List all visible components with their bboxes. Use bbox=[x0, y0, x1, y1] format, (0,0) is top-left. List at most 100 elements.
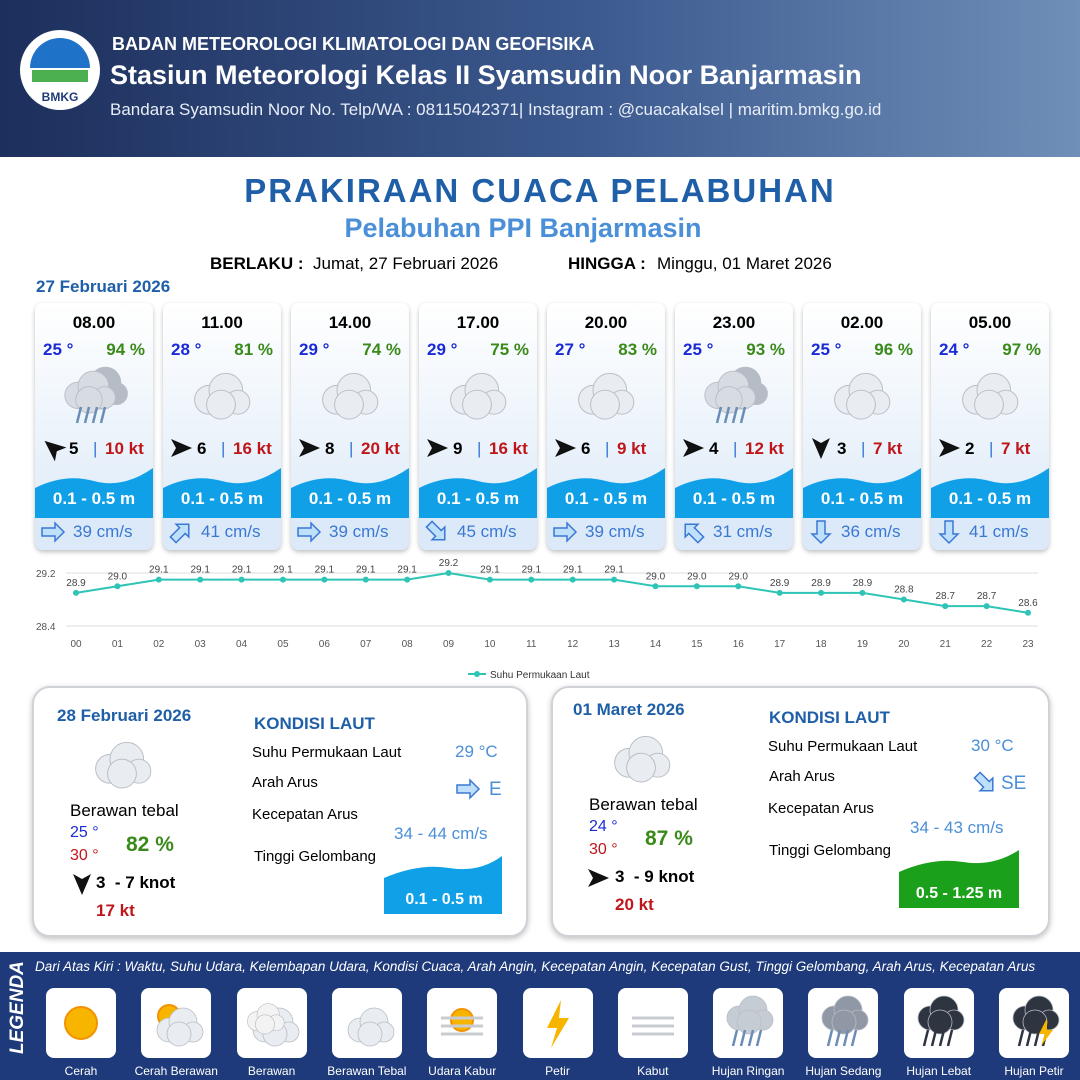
x-tick-label: 10 bbox=[484, 639, 496, 650]
value-label: 28.7 bbox=[977, 591, 997, 602]
value-label: 29.0 bbox=[646, 571, 666, 582]
cloud-puff bbox=[974, 389, 1004, 420]
cloud bbox=[347, 1007, 395, 1047]
slot-wind: 2 bbox=[965, 439, 975, 458]
day-date: 28 Februari 2026 bbox=[57, 706, 192, 725]
value-label: 29.0 bbox=[108, 571, 128, 582]
subtitle: Pelabuhan PPI Banjarmasin bbox=[344, 213, 702, 243]
cloud bbox=[962, 372, 1019, 420]
rain-drop bbox=[99, 406, 107, 424]
legend-item: Berawan Tebal bbox=[327, 1064, 407, 1078]
separator: | bbox=[477, 439, 482, 458]
sst: 30 °C bbox=[971, 736, 1014, 755]
slot-temp: 27 ° bbox=[555, 340, 586, 359]
value-label: 28.9 bbox=[811, 578, 831, 589]
slot-graphics bbox=[419, 372, 537, 550]
legend-item: Udara Kabur bbox=[428, 1064, 497, 1078]
slot-wave: 0.1 - 0.5 m bbox=[436, 489, 520, 508]
logo-text: BMKG bbox=[42, 90, 79, 104]
sst-point bbox=[652, 583, 659, 590]
day1-date: 27 Februari 2026 bbox=[36, 277, 171, 296]
legend-icon-box bbox=[522, 988, 593, 1058]
slot-gust: 20 kt bbox=[361, 439, 400, 458]
x-tick-label: 07 bbox=[360, 639, 372, 650]
value-label: 28.7 bbox=[935, 591, 955, 602]
slot-gust: 9 kt bbox=[617, 439, 647, 458]
slot-wind: 3 bbox=[837, 439, 847, 458]
slot-gust: 12 kt bbox=[745, 439, 784, 458]
arrow bbox=[73, 874, 91, 895]
legend-item: Hujan Lebat bbox=[906, 1064, 972, 1078]
wave bbox=[547, 468, 665, 518]
x-tick-label: 16 bbox=[733, 639, 745, 650]
rain-drop bbox=[851, 1029, 858, 1047]
legend-title: LEGENDA bbox=[7, 961, 28, 1054]
agency: BADAN METEOROLOGI KLIMATOLOGI DAN GEOFIS… bbox=[112, 34, 595, 54]
station: Stasiun Meteorologi Kelas II Syamsudin N… bbox=[110, 60, 862, 90]
sst-label: Suhu Permukaan Laut bbox=[768, 738, 918, 755]
legend-icon bbox=[246, 1003, 299, 1047]
value-label: 29.1 bbox=[604, 565, 624, 576]
cloud-puff bbox=[927, 1009, 953, 1035]
slot-gust: 10 kt bbox=[105, 439, 144, 458]
bolt bbox=[1039, 1018, 1053, 1046]
bolt bbox=[546, 1000, 569, 1048]
cloud bbox=[1012, 995, 1060, 1035]
slot-temp: 29 ° bbox=[427, 340, 458, 359]
wave: 0.5 - 1.25 m bbox=[915, 885, 1003, 902]
rain-drop bbox=[739, 1029, 747, 1047]
slot-graphics bbox=[291, 372, 409, 550]
speed: 34 - 43 cm/s bbox=[910, 818, 1004, 837]
dir-label: Arah Arus bbox=[252, 774, 318, 791]
cloud-puff bbox=[357, 1021, 383, 1047]
current-arrow bbox=[810, 520, 832, 545]
cloud-puff bbox=[75, 386, 103, 414]
dir: E bbox=[489, 779, 502, 800]
slot-time: 02.00 bbox=[840, 313, 884, 332]
wave-label: Tinggi Gelombang bbox=[254, 848, 377, 865]
separator: | bbox=[733, 439, 738, 458]
x-tick-label: 21 bbox=[940, 639, 952, 650]
value-label: 28.9 bbox=[66, 578, 86, 589]
separator: | bbox=[349, 439, 354, 458]
slot-graphics bbox=[675, 366, 793, 550]
current-arrow bbox=[41, 521, 66, 543]
slot-time: 20.00 bbox=[584, 313, 628, 332]
sst-point bbox=[818, 589, 825, 596]
x-tick-label: 19 bbox=[857, 639, 869, 650]
legend-icon-box bbox=[713, 988, 784, 1058]
current-arrow bbox=[684, 523, 705, 544]
slot-wind: 9 bbox=[453, 439, 463, 458]
slot-card: 11.00 28 ° 81 % 6 | 16 kt 0.1 - 0.5 m 41 cm/s bbox=[163, 303, 281, 550]
slot-wind: 8 bbox=[325, 439, 335, 458]
day-card: 01 Maret 2026 Berawan tebal 24 ° 30 ° 87 % 3 … bbox=[551, 686, 1050, 937]
sst-point bbox=[942, 603, 949, 610]
logo: BMKG bbox=[20, 30, 100, 110]
speed-label: Kecepatan Arus bbox=[252, 806, 358, 823]
slot-time: 08.00 bbox=[72, 313, 116, 332]
slot-time: 23.00 bbox=[712, 313, 756, 332]
day-graphics bbox=[73, 741, 502, 914]
value-label: 29.1 bbox=[149, 565, 169, 576]
cloud-puff bbox=[846, 389, 876, 420]
y-tick-label: 28.4 bbox=[36, 622, 56, 633]
slot-current: 39 cm/s bbox=[329, 522, 389, 541]
slot-rh: 81 % bbox=[234, 340, 273, 359]
legend-item: Berawan bbox=[247, 1064, 296, 1078]
slot-card: 23.00 25 ° 93 % 4 | 12 kt 0.1 - 0.5 m 31 cm/s bbox=[675, 303, 793, 550]
day-graphics bbox=[588, 735, 1019, 908]
slot-rh: 83 % bbox=[618, 340, 657, 359]
legend-note: Dari Atas Kiri : Waktu, Suhu Udara, Kele… bbox=[35, 959, 1036, 974]
slot-current: 39 cm/s bbox=[585, 522, 645, 541]
arrow bbox=[299, 439, 320, 457]
wave bbox=[675, 468, 793, 518]
slot-current: 45 cm/s bbox=[457, 522, 517, 541]
wave bbox=[931, 468, 1049, 518]
cloud bbox=[322, 372, 379, 420]
slot-wave: 0.1 - 0.5 m bbox=[692, 489, 776, 508]
slot-wind: 6 bbox=[581, 439, 591, 458]
cloud bbox=[194, 372, 251, 420]
dir: SE bbox=[1001, 773, 1027, 794]
sst-point bbox=[197, 576, 204, 583]
